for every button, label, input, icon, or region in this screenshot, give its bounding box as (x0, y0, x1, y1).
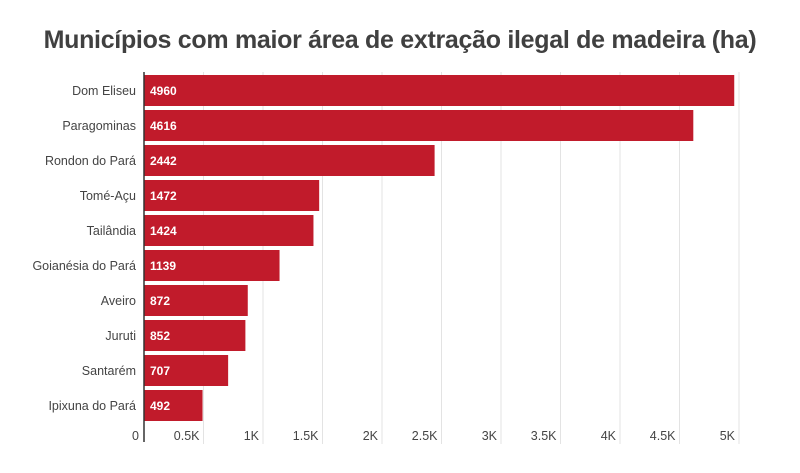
value-label: 707 (150, 364, 170, 378)
bar (144, 285, 248, 316)
bar (144, 75, 735, 106)
category-label: Dom Eliseu (72, 84, 136, 98)
x-tick-label: 1K (244, 429, 260, 443)
bar (144, 110, 694, 141)
bar (144, 250, 280, 281)
value-label: 852 (150, 329, 170, 343)
chart-title: Municípios com maior área de extração il… (43, 26, 757, 54)
category-label: Rondon do Pará (45, 154, 136, 168)
bar (144, 180, 320, 211)
category-label: Juruti (105, 329, 136, 343)
value-label: 4960 (150, 84, 177, 98)
category-labels: Dom Eliseu Paragominas Rondon do Pará Tomé-… (32, 84, 136, 413)
bar (144, 145, 435, 176)
x-tick-label: 0.5K (174, 429, 200, 443)
bar (144, 320, 246, 351)
category-label: Paragominas (62, 119, 136, 133)
value-label: 1424 (150, 224, 177, 238)
x-tick-label: 2.5K (412, 429, 438, 443)
x-tick-label: 2K (363, 429, 379, 443)
value-label: 1472 (150, 189, 177, 203)
value-label: 2442 (150, 154, 177, 168)
category-label: Tomé-Açu (80, 189, 136, 203)
x-tick-label: 3K (482, 429, 498, 443)
x-tick-label: 1.5K (293, 429, 319, 443)
value-label: 492 (150, 399, 170, 413)
x-tick-label: 5K (720, 429, 736, 443)
category-label: Ipixuna do Pará (48, 399, 136, 413)
x-axis-ticks: 0 0.5K 1K 1.5K 2K 2.5K 3K 3.5K 4K 4.5K 5K (132, 429, 736, 443)
bar (144, 215, 314, 246)
x-tick-label: 0 (132, 429, 139, 443)
category-label: Goianésia do Pará (32, 259, 136, 273)
category-label: Tailândia (87, 224, 136, 238)
x-tick-label: 3.5K (531, 429, 557, 443)
x-tick-label: 4K (601, 429, 617, 443)
bar (144, 390, 203, 421)
x-tick-label: 4.5K (650, 429, 676, 443)
bars: 4960 4616 2442 1472 1424 1139 872 852 707 492 (144, 75, 735, 421)
category-label: Santarém (82, 364, 136, 378)
value-label: 4616 (150, 119, 177, 133)
category-label: Aveiro (101, 294, 136, 308)
value-label: 1139 (150, 259, 176, 273)
bar (144, 355, 229, 386)
value-label: 872 (150, 294, 170, 308)
